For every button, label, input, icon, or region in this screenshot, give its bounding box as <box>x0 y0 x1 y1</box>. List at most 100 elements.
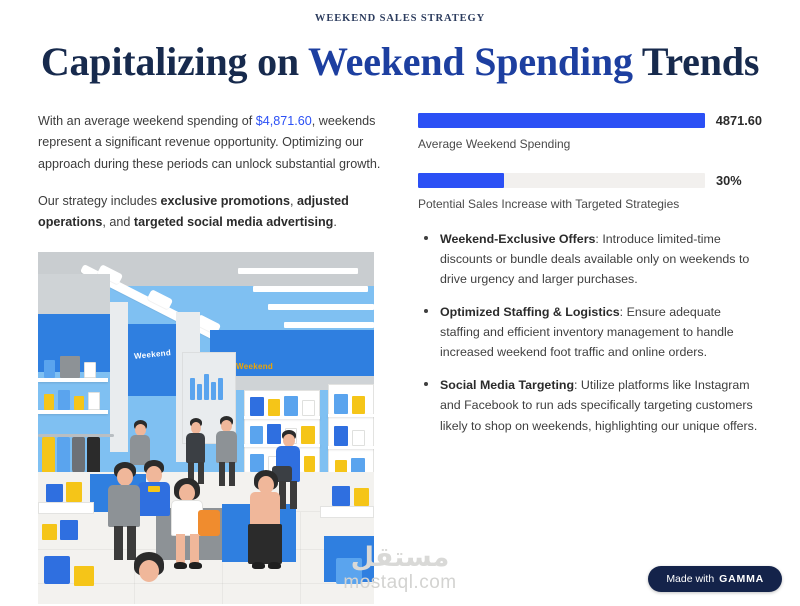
spending-amount: $4,871.60 <box>255 113 312 128</box>
illus-clothing-rack <box>38 434 114 438</box>
illus-product-box <box>60 520 78 541</box>
illus-sign-panel <box>128 324 176 397</box>
stat-potential-sales-increase: 30% Potential Sales Increase with Target… <box>418 172 762 211</box>
stat-value: 30% <box>716 172 742 188</box>
illus-product-box <box>74 396 84 411</box>
stat-value: 4871.60 <box>715 112 762 128</box>
illus-garment <box>57 437 70 480</box>
retail-store-illustration: Weekend Weekend <box>38 252 374 605</box>
illus-floor-line <box>300 512 301 605</box>
illus-product-box <box>267 424 281 445</box>
illus-shelf <box>38 378 108 383</box>
illus-product-box <box>44 556 70 585</box>
intro-paragraph: With an average weekend spending of $4,8… <box>38 111 382 176</box>
strategy-end: . <box>333 215 337 230</box>
bullet-separator: : <box>595 231 603 246</box>
strategy-sep-1: , <box>289 193 297 208</box>
progress-fill <box>418 112 705 128</box>
bullet-title: Weekend-Exclusive Offers <box>440 231 596 246</box>
left-column: With an average weekend spending of $4,8… <box>38 111 382 605</box>
strategy-text-before: Our strategy includes <box>38 193 161 208</box>
illus-ceiling-slat <box>268 304 374 311</box>
illus-garment <box>42 437 55 478</box>
strategy-sep-2: , and <box>102 215 134 230</box>
illus-product-box <box>44 360 55 379</box>
bullet-separator: : <box>574 378 581 393</box>
strategy-bold-1: exclusive promotions <box>160 193 290 208</box>
intro-text-before: With an average weekend spending of <box>38 113 256 128</box>
intro-text-after: , weekends represent a significant reven… <box>38 113 381 172</box>
illus-product-box <box>354 488 369 507</box>
illus-weekend-sign-orange: Weekend <box>236 362 274 372</box>
illus-product-box <box>334 394 348 415</box>
title-part-2: Trends <box>632 39 760 84</box>
stat-label: Average Weekend Spending <box>418 136 571 151</box>
illus-product-box <box>268 399 280 417</box>
illus-shelf <box>244 416 320 420</box>
progress-fill <box>418 172 505 188</box>
eyebrow-label: WEEKEND SALES STRATEGY <box>314 13 486 24</box>
illus-wall-blue <box>210 330 374 377</box>
list-item: Weekend-Exclusive Offers: Introduce limi… <box>418 229 762 289</box>
illus-shelf <box>38 410 108 415</box>
illus-door-graphic <box>197 384 202 401</box>
progress-track <box>418 172 705 188</box>
title-highlight: Weekend Spending <box>308 39 633 84</box>
stat-bar-row: 30% <box>418 172 762 188</box>
illus-product-box <box>58 390 70 411</box>
illus-product-box <box>352 396 365 415</box>
strategy-paragraph: Our strategy includes exclusive promotio… <box>38 191 382 234</box>
illus-product-box <box>88 392 100 411</box>
illus-product-box <box>84 362 96 379</box>
illus-product-box <box>250 426 263 445</box>
illus-product-box <box>352 430 365 447</box>
strategy-bold-2: adjusted operations <box>38 193 349 230</box>
progress-track <box>418 112 705 128</box>
illus-ceiling-slat <box>253 286 368 293</box>
illus-door-graphic <box>211 382 216 401</box>
content-columns: With an average weekend spending of $4,8… <box>0 111 800 605</box>
illus-door-graphic <box>204 374 209 401</box>
illus-product-box <box>250 397 264 417</box>
illus-floor-line <box>38 583 374 585</box>
illus-product-box <box>42 524 57 541</box>
illus-product-box <box>74 566 94 587</box>
illus-shelf <box>244 444 320 448</box>
illus-ceiling-slat <box>238 268 358 275</box>
illus-garment <box>87 437 100 482</box>
badge-prefix: Made with <box>666 573 715 585</box>
illus-product-box <box>44 394 54 411</box>
strategy-bold-3: targeted social media advertising <box>133 215 334 230</box>
illus-product-box <box>332 486 350 507</box>
list-item: Social Media Targeting: Utilize platform… <box>418 375 762 435</box>
stat-bar-row: 4871.60 <box>418 112 762 128</box>
badge-brand: GAMMA <box>719 573 764 585</box>
illus-shelf <box>328 446 374 450</box>
title-part-1: Capitalizing on <box>40 39 309 84</box>
bullet-text: Introduce limited-time discounts or bund… <box>440 231 750 286</box>
made-with-gamma-badge[interactable]: Made with GAMMA <box>648 566 782 592</box>
bullet-title: Optimized Staffing & Logistics <box>440 305 620 320</box>
illus-product-box <box>60 356 80 379</box>
stat-average-weekend-spending: 4871.60 Average Weekend Spending <box>418 112 762 151</box>
illus-product-box <box>250 454 264 473</box>
illus-product-box <box>301 426 315 445</box>
strategy-bullet-list: Weekend-Exclusive Offers: Introduce limi… <box>418 229 762 436</box>
illus-shelf-unit <box>320 506 374 519</box>
list-item: Optimized Staffing & Logistics: Ensure a… <box>418 302 762 362</box>
illus-product-box <box>334 426 348 447</box>
page-title: Capitalizing on Weekend Spending Trends <box>0 39 800 85</box>
illus-shelf <box>328 414 374 418</box>
illus-product-box <box>304 456 315 473</box>
illus-door-graphic <box>218 378 223 401</box>
illus-product-box <box>66 482 82 503</box>
illus-ceiling-slat <box>284 322 374 329</box>
illus-product-box <box>46 484 63 503</box>
illus-product-box <box>284 396 298 417</box>
illus-product-box <box>336 558 362 585</box>
stat-label: Potential Sales Increase with Targeted S… <box>418 196 680 211</box>
illus-pillar <box>110 302 128 453</box>
bullet-text: Utilize platforms like Instagram and Fac… <box>440 378 758 433</box>
bullet-separator: : <box>619 305 627 320</box>
